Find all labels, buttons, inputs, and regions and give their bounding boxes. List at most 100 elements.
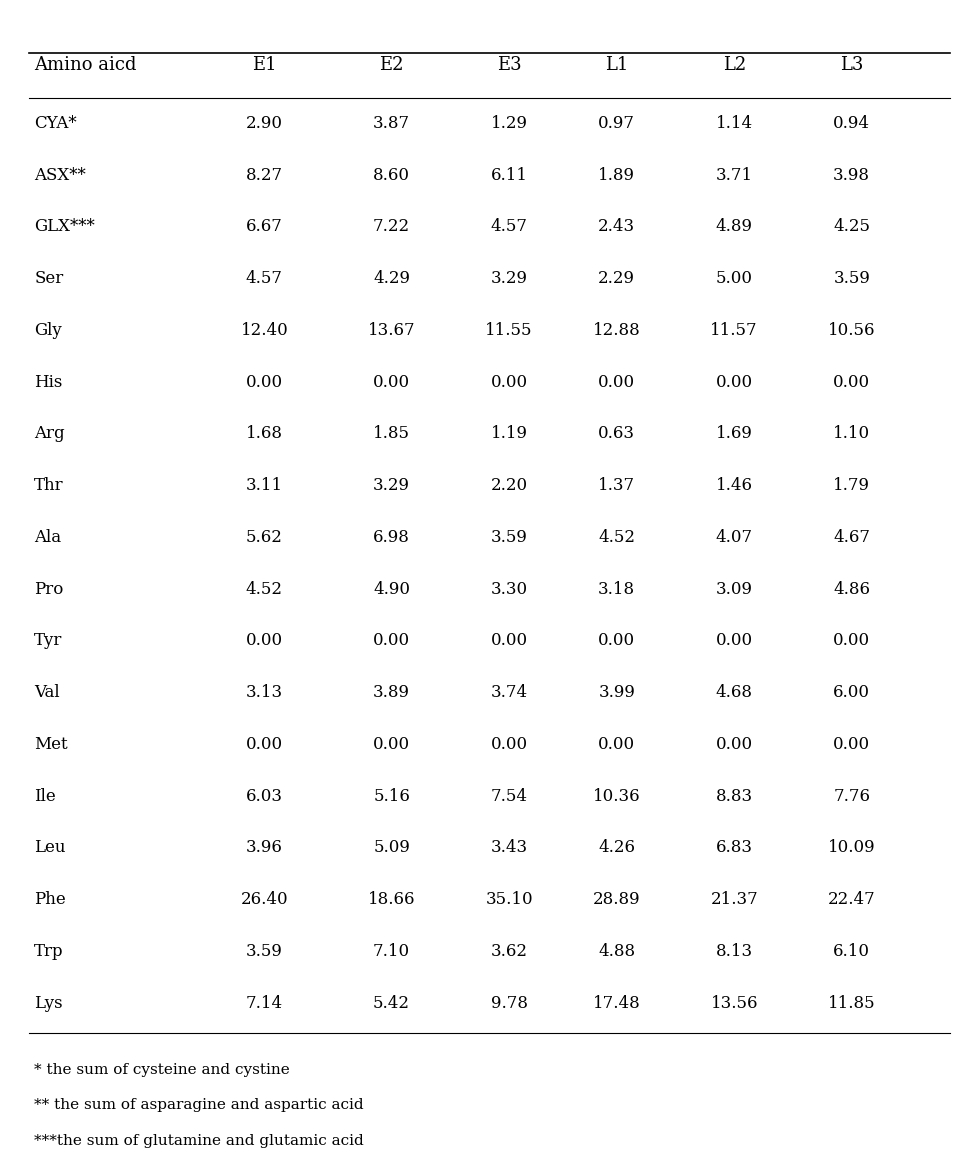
Text: 0.00: 0.00	[373, 633, 410, 649]
Text: 6.03: 6.03	[245, 788, 283, 804]
Text: 4.67: 4.67	[832, 529, 869, 546]
Text: 13.67: 13.67	[368, 322, 415, 339]
Text: CYA*: CYA*	[34, 115, 77, 132]
Text: 1.85: 1.85	[373, 426, 410, 442]
Text: 10.09: 10.09	[827, 840, 874, 856]
Text: 8.27: 8.27	[245, 167, 283, 183]
Text: 17.48: 17.48	[593, 995, 640, 1011]
Text: 1.79: 1.79	[832, 477, 869, 494]
Text: Trp: Trp	[34, 943, 64, 960]
Text: 3.87: 3.87	[373, 115, 410, 132]
Text: 0.00: 0.00	[490, 374, 527, 390]
Text: 9.78: 9.78	[490, 995, 527, 1011]
Text: 3.13: 3.13	[245, 684, 283, 701]
Text: ***the sum of glutamine and glutamic acid: ***the sum of glutamine and glutamic aci…	[34, 1134, 364, 1148]
Text: 7.10: 7.10	[373, 943, 410, 960]
Text: 18.66: 18.66	[368, 891, 415, 908]
Text: 6.67: 6.67	[245, 219, 283, 235]
Text: 0.00: 0.00	[245, 633, 283, 649]
Text: 6.98: 6.98	[373, 529, 410, 546]
Text: 13.56: 13.56	[710, 995, 757, 1011]
Text: 3.59: 3.59	[832, 270, 869, 287]
Text: Met: Met	[34, 736, 67, 753]
Text: 1.37: 1.37	[598, 477, 635, 494]
Text: E1: E1	[251, 55, 277, 74]
Text: 1.68: 1.68	[245, 426, 283, 442]
Text: 0.00: 0.00	[490, 736, 527, 753]
Text: E2: E2	[378, 55, 404, 74]
Text: Ser: Ser	[34, 270, 64, 287]
Text: Gly: Gly	[34, 322, 62, 339]
Text: Arg: Arg	[34, 426, 65, 442]
Text: 5.16: 5.16	[373, 788, 410, 804]
Text: 3.29: 3.29	[490, 270, 527, 287]
Text: Val: Val	[34, 684, 60, 701]
Text: Leu: Leu	[34, 840, 66, 856]
Text: 6.11: 6.11	[490, 167, 527, 183]
Text: 0.00: 0.00	[598, 374, 635, 390]
Text: 8.13: 8.13	[715, 943, 752, 960]
Text: 5.42: 5.42	[373, 995, 410, 1011]
Text: L2: L2	[722, 55, 745, 74]
Text: 8.60: 8.60	[373, 167, 410, 183]
Text: 6.83: 6.83	[715, 840, 752, 856]
Text: 3.11: 3.11	[245, 477, 283, 494]
Text: 1.19: 1.19	[490, 426, 527, 442]
Text: 0.63: 0.63	[598, 426, 635, 442]
Text: 3.89: 3.89	[373, 684, 410, 701]
Text: 5.62: 5.62	[245, 529, 283, 546]
Text: Pro: Pro	[34, 581, 64, 597]
Text: 6.10: 6.10	[832, 943, 869, 960]
Text: 4.57: 4.57	[490, 219, 527, 235]
Text: Thr: Thr	[34, 477, 64, 494]
Text: 0.00: 0.00	[715, 633, 752, 649]
Text: 4.52: 4.52	[598, 529, 635, 546]
Text: 3.29: 3.29	[373, 477, 410, 494]
Text: 3.74: 3.74	[490, 684, 527, 701]
Text: 0.00: 0.00	[245, 374, 283, 390]
Text: 3.30: 3.30	[490, 581, 527, 597]
Text: 2.29: 2.29	[598, 270, 635, 287]
Text: 0.00: 0.00	[715, 374, 752, 390]
Text: 1.29: 1.29	[490, 115, 527, 132]
Text: 3.18: 3.18	[598, 581, 635, 597]
Text: 2.90: 2.90	[245, 115, 283, 132]
Text: 35.10: 35.10	[485, 891, 532, 908]
Text: 0.00: 0.00	[373, 736, 410, 753]
Text: 4.86: 4.86	[832, 581, 869, 597]
Text: 3.62: 3.62	[490, 943, 527, 960]
Text: Ala: Ala	[34, 529, 62, 546]
Text: Phe: Phe	[34, 891, 66, 908]
Text: 3.98: 3.98	[832, 167, 869, 183]
Text: 5.00: 5.00	[715, 270, 752, 287]
Text: 4.57: 4.57	[245, 270, 283, 287]
Text: 2.43: 2.43	[598, 219, 635, 235]
Text: 0.00: 0.00	[832, 736, 869, 753]
Text: 1.14: 1.14	[715, 115, 752, 132]
Text: 4.88: 4.88	[598, 943, 635, 960]
Text: Tyr: Tyr	[34, 633, 63, 649]
Text: 1.69: 1.69	[715, 426, 752, 442]
Text: 0.00: 0.00	[832, 374, 869, 390]
Text: Amino aicd: Amino aicd	[34, 55, 137, 74]
Text: Lys: Lys	[34, 995, 63, 1011]
Text: 4.90: 4.90	[373, 581, 410, 597]
Text: 11.85: 11.85	[827, 995, 874, 1011]
Text: E3: E3	[496, 55, 521, 74]
Text: 1.89: 1.89	[598, 167, 635, 183]
Text: 1.10: 1.10	[832, 426, 869, 442]
Text: L1: L1	[604, 55, 628, 74]
Text: 10.36: 10.36	[593, 788, 640, 804]
Text: 0.00: 0.00	[245, 736, 283, 753]
Text: 3.59: 3.59	[245, 943, 283, 960]
Text: GLX***: GLX***	[34, 219, 95, 235]
Text: 0.00: 0.00	[373, 374, 410, 390]
Text: 4.52: 4.52	[245, 581, 283, 597]
Text: 3.09: 3.09	[715, 581, 752, 597]
Text: 28.89: 28.89	[593, 891, 640, 908]
Text: 10.56: 10.56	[827, 322, 874, 339]
Text: 22.47: 22.47	[827, 891, 874, 908]
Text: 0.97: 0.97	[598, 115, 635, 132]
Text: 3.96: 3.96	[245, 840, 283, 856]
Text: 12.88: 12.88	[593, 322, 640, 339]
